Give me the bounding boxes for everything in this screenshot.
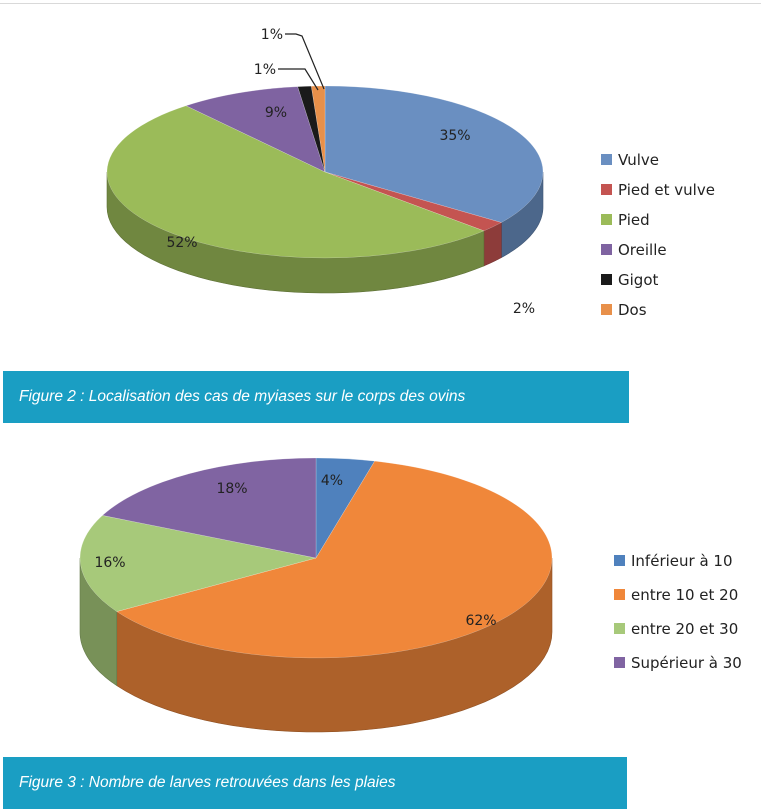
legend-swatch-entre-20-et-30 bbox=[614, 623, 625, 634]
pie-slice-superieur-a-30 bbox=[101, 457, 317, 559]
figure-2-pie-chart: 35% 2% 52% 9% 1% 1% Vulve Pied et vulve Pied Orei… bbox=[106, 27, 715, 319]
legend-label-dos: Dos bbox=[618, 301, 647, 319]
legend-swatch-pied-et-vulve bbox=[601, 184, 612, 195]
pie-slice-dos bbox=[311, 85, 326, 173]
legend-swatch-pied bbox=[601, 214, 612, 225]
legend-label-entre-10-et-20: entre 10 et 20 bbox=[631, 586, 738, 604]
data-label-dos: 1% bbox=[261, 27, 283, 43]
legend-swatch-gigot bbox=[601, 274, 612, 285]
data-label-entre-10-et-20: 62% bbox=[465, 613, 496, 629]
figure-3-pie-chart: 4% 62% 16% 18% Inférieur à 10 entre 10 et 20 e… bbox=[79, 457, 742, 733]
legend: Vulve Pied et vulve Pied Oreille Gigot Dos bbox=[601, 151, 715, 319]
legend-label-superieur-a-30: Supérieur à 30 bbox=[631, 654, 742, 672]
legend-label-oreille: Oreille bbox=[618, 241, 667, 259]
legend-label-entre-20-et-30: entre 20 et 30 bbox=[631, 620, 738, 638]
data-label-superieur-a-30: 18% bbox=[216, 481, 247, 497]
legend-swatch-entre-10-et-20 bbox=[614, 589, 625, 600]
legend-label-vulve: Vulve bbox=[618, 151, 659, 169]
data-label-gigot: 1% bbox=[254, 62, 276, 78]
legend-swatch-dos bbox=[601, 304, 612, 315]
pie-slice-vulve bbox=[324, 85, 544, 223]
legend-label-gigot: Gigot bbox=[618, 271, 658, 289]
pie-slice-oreille bbox=[185, 86, 326, 173]
legend-label-inferieur-a-10: Inférieur à 10 bbox=[631, 552, 733, 570]
data-label-vulve: 35% bbox=[439, 128, 470, 144]
top-divider bbox=[0, 3, 761, 4]
pie-slice-pied-et-vulve bbox=[324, 171, 503, 232]
legend: Inférieur à 10 entre 10 et 20 entre 20 et … bbox=[614, 552, 742, 672]
pie-slice-pied bbox=[106, 105, 485, 259]
legend-label-pied: Pied bbox=[618, 211, 650, 229]
label-leader-dos bbox=[285, 33, 325, 90]
legend-swatch-inferieur-a-10 bbox=[614, 555, 625, 566]
legend-swatch-vulve bbox=[601, 154, 612, 165]
label-leader-gigot bbox=[278, 68, 319, 91]
data-label-oreille: 9% bbox=[265, 105, 287, 121]
data-label-entre-20-et-30: 16% bbox=[94, 555, 125, 571]
legend-swatch-oreille bbox=[601, 244, 612, 255]
pie-slice-gigot bbox=[297, 85, 326, 173]
pie-data-labels: 35% 2% 52% 9% 1% 1% bbox=[166, 27, 535, 317]
data-label-pied-et-vulve: 2% bbox=[513, 301, 535, 317]
figure-3-caption: Figure 3 : Nombre de larves retrouvées d… bbox=[3, 757, 627, 809]
pie-top bbox=[106, 85, 544, 259]
data-label-pied: 52% bbox=[166, 235, 197, 251]
pie-slice-entre-20-et-30 bbox=[79, 515, 317, 612]
legend-swatch-superieur-a-30 bbox=[614, 657, 625, 668]
pie-slice-entre-10-et-20 bbox=[116, 460, 553, 659]
pie-slice-inferieur-a-10 bbox=[315, 457, 376, 559]
pie-data-labels: 4% 62% 16% 18% bbox=[94, 473, 496, 629]
legend-label-pied-et-vulve: Pied et vulve bbox=[618, 181, 715, 199]
figure-2-caption: Figure 2 : Localisation des cas de myias… bbox=[3, 371, 629, 423]
pie-top bbox=[79, 457, 553, 659]
data-label-inferieur-a-10: 4% bbox=[321, 473, 343, 489]
